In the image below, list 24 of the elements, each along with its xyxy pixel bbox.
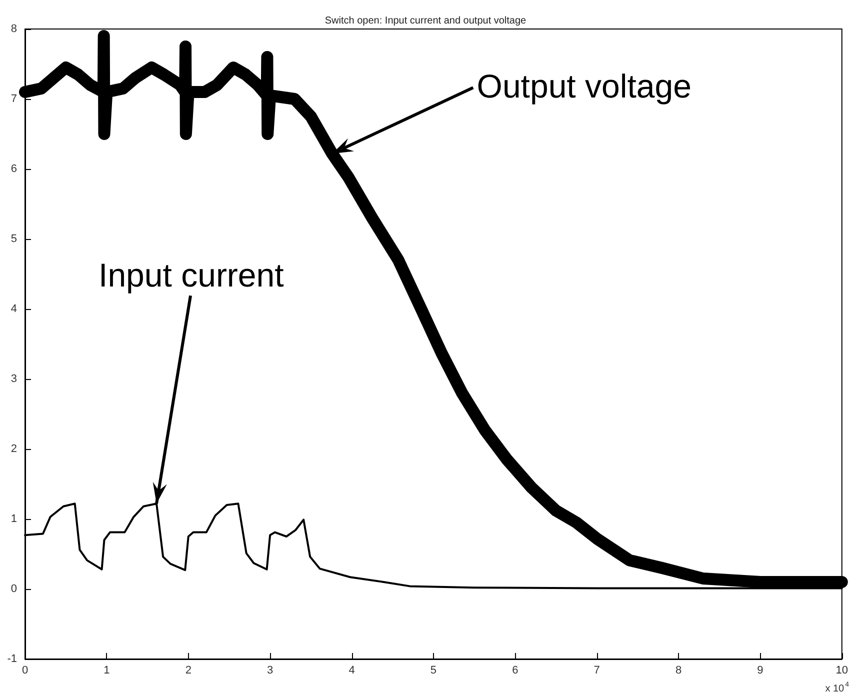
y-tick-label: -1 [7,653,17,665]
x-tick-label: 6 [512,664,518,676]
y-tick-label: 1 [10,513,17,525]
x-tick-label: 7 [594,664,600,676]
y-tick-label: 2 [10,443,17,455]
x-tick-label: 3 [267,664,274,676]
y-tick-label: 4 [10,303,17,315]
x-tick-label: 10 [836,664,848,676]
x-tick-label: 0 [22,664,28,676]
y-tick-label: 0 [10,583,17,595]
annotation: Output voltage [476,67,692,104]
x-tick-label: 1 [104,664,110,676]
chart-title: Switch open: Input current and output voltage [324,16,527,26]
y-tick-label: 8 [10,23,17,35]
y-tick-label: 5 [10,233,17,245]
x-tick-label: 9 [757,664,764,676]
x-tick-label: 2 [185,664,192,676]
y-tick-label: 7 [10,93,17,105]
x-tick-label: 8 [675,664,682,676]
x-tick-label: 5 [430,664,437,676]
annotation: Input current [98,256,284,294]
x-tick-label: 4 [348,664,355,676]
y-tick-label: 6 [10,163,17,175]
y-tick-label: 3 [10,373,17,385]
